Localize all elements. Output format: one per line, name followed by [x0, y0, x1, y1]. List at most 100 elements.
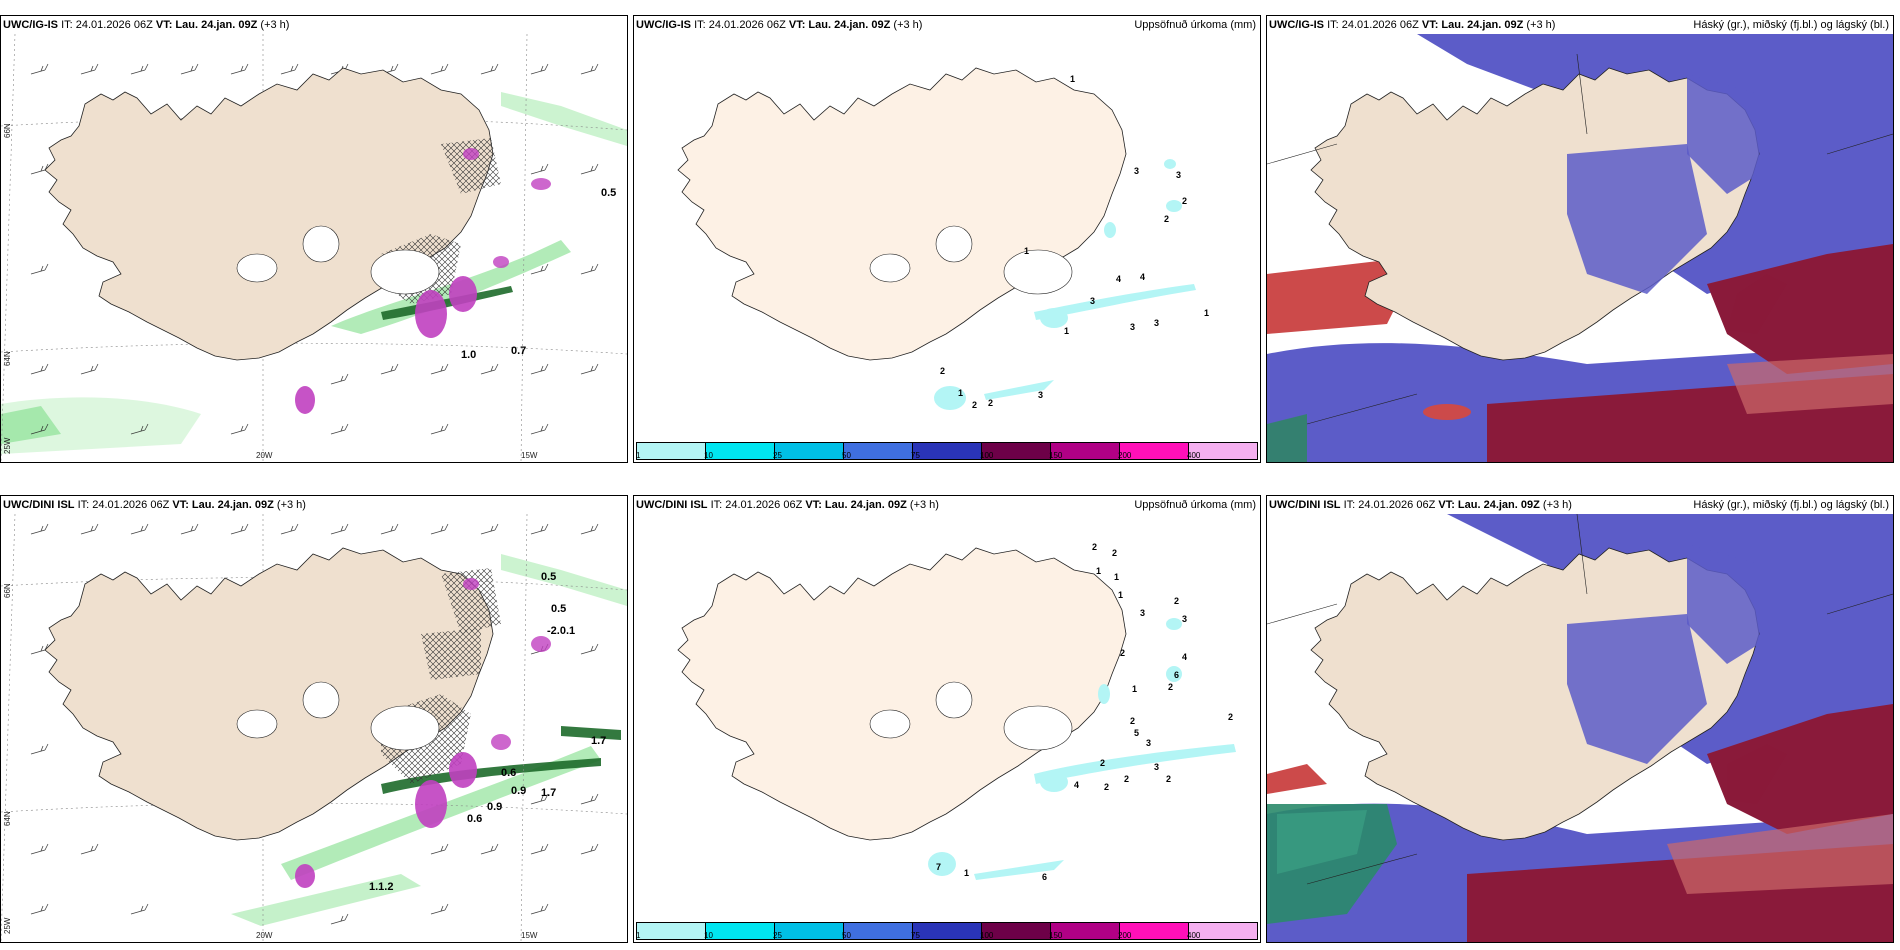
- svg-text:3: 3: [1146, 738, 1151, 748]
- panel-title: UWC/DINI ISL IT: 24.01.2026 06Z VT: Lau.…: [3, 499, 306, 511]
- panel-dini-clouds: UWC/DINI ISL IT: 24.01.2026 06Z VT: Lau.…: [1266, 495, 1894, 943]
- svg-text:1: 1: [1204, 308, 1209, 318]
- svg-text:3: 3: [1038, 390, 1043, 400]
- panel-title: UWC/IG-IS IT: 24.01.2026 06Z VT: Lau. 24…: [1269, 19, 1556, 31]
- colorbar-tick: 200: [1118, 931, 1132, 940]
- svg-text:3: 3: [1154, 318, 1159, 328]
- colorbar-seg: [913, 923, 982, 939]
- colorbar-seg: [1120, 443, 1189, 459]
- value-label: 1.1.2: [369, 881, 393, 893]
- precip-map: 1 3 3 2 2 1 4 3 3 3 1 2 2 3 1 2 1 4: [677, 67, 1209, 410]
- value-label: 0.5: [551, 603, 566, 615]
- svg-text:2: 2: [940, 366, 945, 376]
- svg-text:3: 3: [1134, 166, 1139, 176]
- svg-text:2: 2: [1100, 758, 1105, 768]
- colorbar-tick: 25: [773, 931, 782, 940]
- svg-text:3: 3: [1182, 614, 1187, 624]
- colorbar-tick: 10: [704, 931, 713, 940]
- svg-text:1: 1: [1132, 684, 1137, 694]
- value-label: 1.7: [541, 787, 556, 799]
- colorbar-tick: 200: [1118, 451, 1132, 460]
- lon-label: 20W: [256, 931, 273, 940]
- colorbar-tick: 75: [911, 931, 920, 940]
- wind-precip-map: 0.5 0.5 -2.0.1 1.7 0.6 0.9 1.7 0.6 0.9 1…: [1, 514, 627, 942]
- svg-text:1: 1: [1118, 590, 1123, 600]
- svg-text:4: 4: [1116, 274, 1121, 284]
- lat-label: 66N: [3, 123, 12, 138]
- panel-dini-wind: UWC/DINI ISL IT: 24.01.2026 06Z VT: Lau.…: [0, 495, 628, 943]
- colorbar-seg: [706, 443, 775, 459]
- lon-label: 25W: [3, 437, 12, 454]
- svg-text:1: 1: [1064, 326, 1069, 336]
- cloud-map: [1267, 34, 1893, 462]
- precip-map: 2 2 1 1 1 3 2 3 4 6 2 1 2 5 2 3 2 3 2 2 …: [677, 542, 1236, 882]
- svg-text:1: 1: [1070, 74, 1075, 84]
- lat-label: 64N: [3, 351, 12, 366]
- colorbar-tick: 25: [773, 451, 782, 460]
- colorbar-seg: [1189, 923, 1257, 939]
- svg-text:2: 2: [1092, 542, 1097, 552]
- colorbar-seg: [1189, 443, 1257, 459]
- colorbar-tick: 400: [1187, 931, 1201, 940]
- svg-text:2: 2: [1130, 716, 1135, 726]
- svg-text:1: 1: [1114, 572, 1119, 582]
- colorbar-tick: 75: [911, 451, 920, 460]
- svg-text:3: 3: [1140, 608, 1145, 618]
- colorbar-tick: 150: [1049, 451, 1063, 460]
- panel-right-title: Háský (gr.), miðský (fj.bl.) og lágský (…: [1693, 19, 1889, 31]
- colorbar-tick: 1: [636, 931, 641, 940]
- colorbar-tick: 150: [1049, 931, 1063, 940]
- svg-text:2: 2: [1164, 214, 1169, 224]
- value-label: 0.9: [487, 801, 502, 813]
- panel-title: UWC/DINI ISL IT: 24.01.2026 06Z VT: Lau.…: [636, 499, 939, 511]
- value-label: 0.6: [501, 767, 516, 779]
- value-label: 0.7: [511, 345, 526, 357]
- svg-text:2: 2: [1120, 648, 1125, 658]
- svg-text:4: 4: [1182, 652, 1187, 662]
- svg-text:2: 2: [1166, 774, 1171, 784]
- svg-text:1: 1: [964, 868, 969, 878]
- cloud-map: [1267, 514, 1893, 942]
- svg-text:2: 2: [1168, 682, 1173, 692]
- svg-text:6: 6: [1174, 670, 1179, 680]
- svg-text:2: 2: [1104, 782, 1109, 792]
- lon-label: 20W: [256, 451, 273, 460]
- svg-text:4: 4: [1074, 780, 1079, 790]
- panel-title: UWC/DINI ISL IT: 24.01.2026 06Z VT: Lau.…: [1269, 499, 1572, 511]
- svg-text:2: 2: [1228, 712, 1233, 722]
- colorbar-seg: [844, 923, 913, 939]
- svg-text:2: 2: [1182, 196, 1187, 206]
- precip-colorbar: [636, 922, 1258, 940]
- colorbar-tick: 50: [842, 931, 851, 940]
- colorbar-seg: [706, 923, 775, 939]
- panel-right-title: Háský (gr.), miðský (fj.bl.) og lágský (…: [1693, 499, 1889, 511]
- colorbar-seg: [1051, 443, 1120, 459]
- lat-label: 66N: [3, 583, 12, 598]
- lon-label: 15W: [521, 451, 538, 460]
- panel-ig-precip: UWC/IG-IS IT: 24.01.2026 06Z VT: Lau. 24…: [633, 15, 1261, 463]
- colorbar-seg: [982, 923, 1051, 939]
- precip-colorbar: [636, 442, 1258, 460]
- colorbar-seg: [637, 443, 706, 459]
- colorbar-tick: 10: [704, 451, 713, 460]
- svg-text:3: 3: [1154, 762, 1159, 772]
- colorbar-tick: 100: [980, 451, 994, 460]
- colorbar-seg: [844, 443, 913, 459]
- svg-text:1: 1: [1096, 566, 1101, 576]
- value-label: -2.0.1: [547, 625, 575, 637]
- colorbar-tick: 1: [636, 451, 641, 460]
- colorbar-seg: [1120, 923, 1189, 939]
- colorbar-seg: [637, 923, 706, 939]
- colorbar-seg: [775, 923, 844, 939]
- svg-text:2: 2: [1124, 774, 1129, 784]
- svg-text:4: 4: [1140, 272, 1145, 282]
- colorbar-seg: [913, 443, 982, 459]
- wind-precip-map: 0.5 1.0 0.7: [1, 34, 627, 462]
- svg-text:1: 1: [958, 388, 963, 398]
- svg-text:3: 3: [1090, 296, 1095, 306]
- value-label: 0.5: [541, 571, 556, 583]
- panel-title: UWC/IG-IS IT: 24.01.2026 06Z VT: Lau. 24…: [636, 19, 923, 31]
- svg-text:2: 2: [1174, 596, 1179, 606]
- lon-label: 25W: [3, 917, 12, 934]
- svg-text:3: 3: [1130, 322, 1135, 332]
